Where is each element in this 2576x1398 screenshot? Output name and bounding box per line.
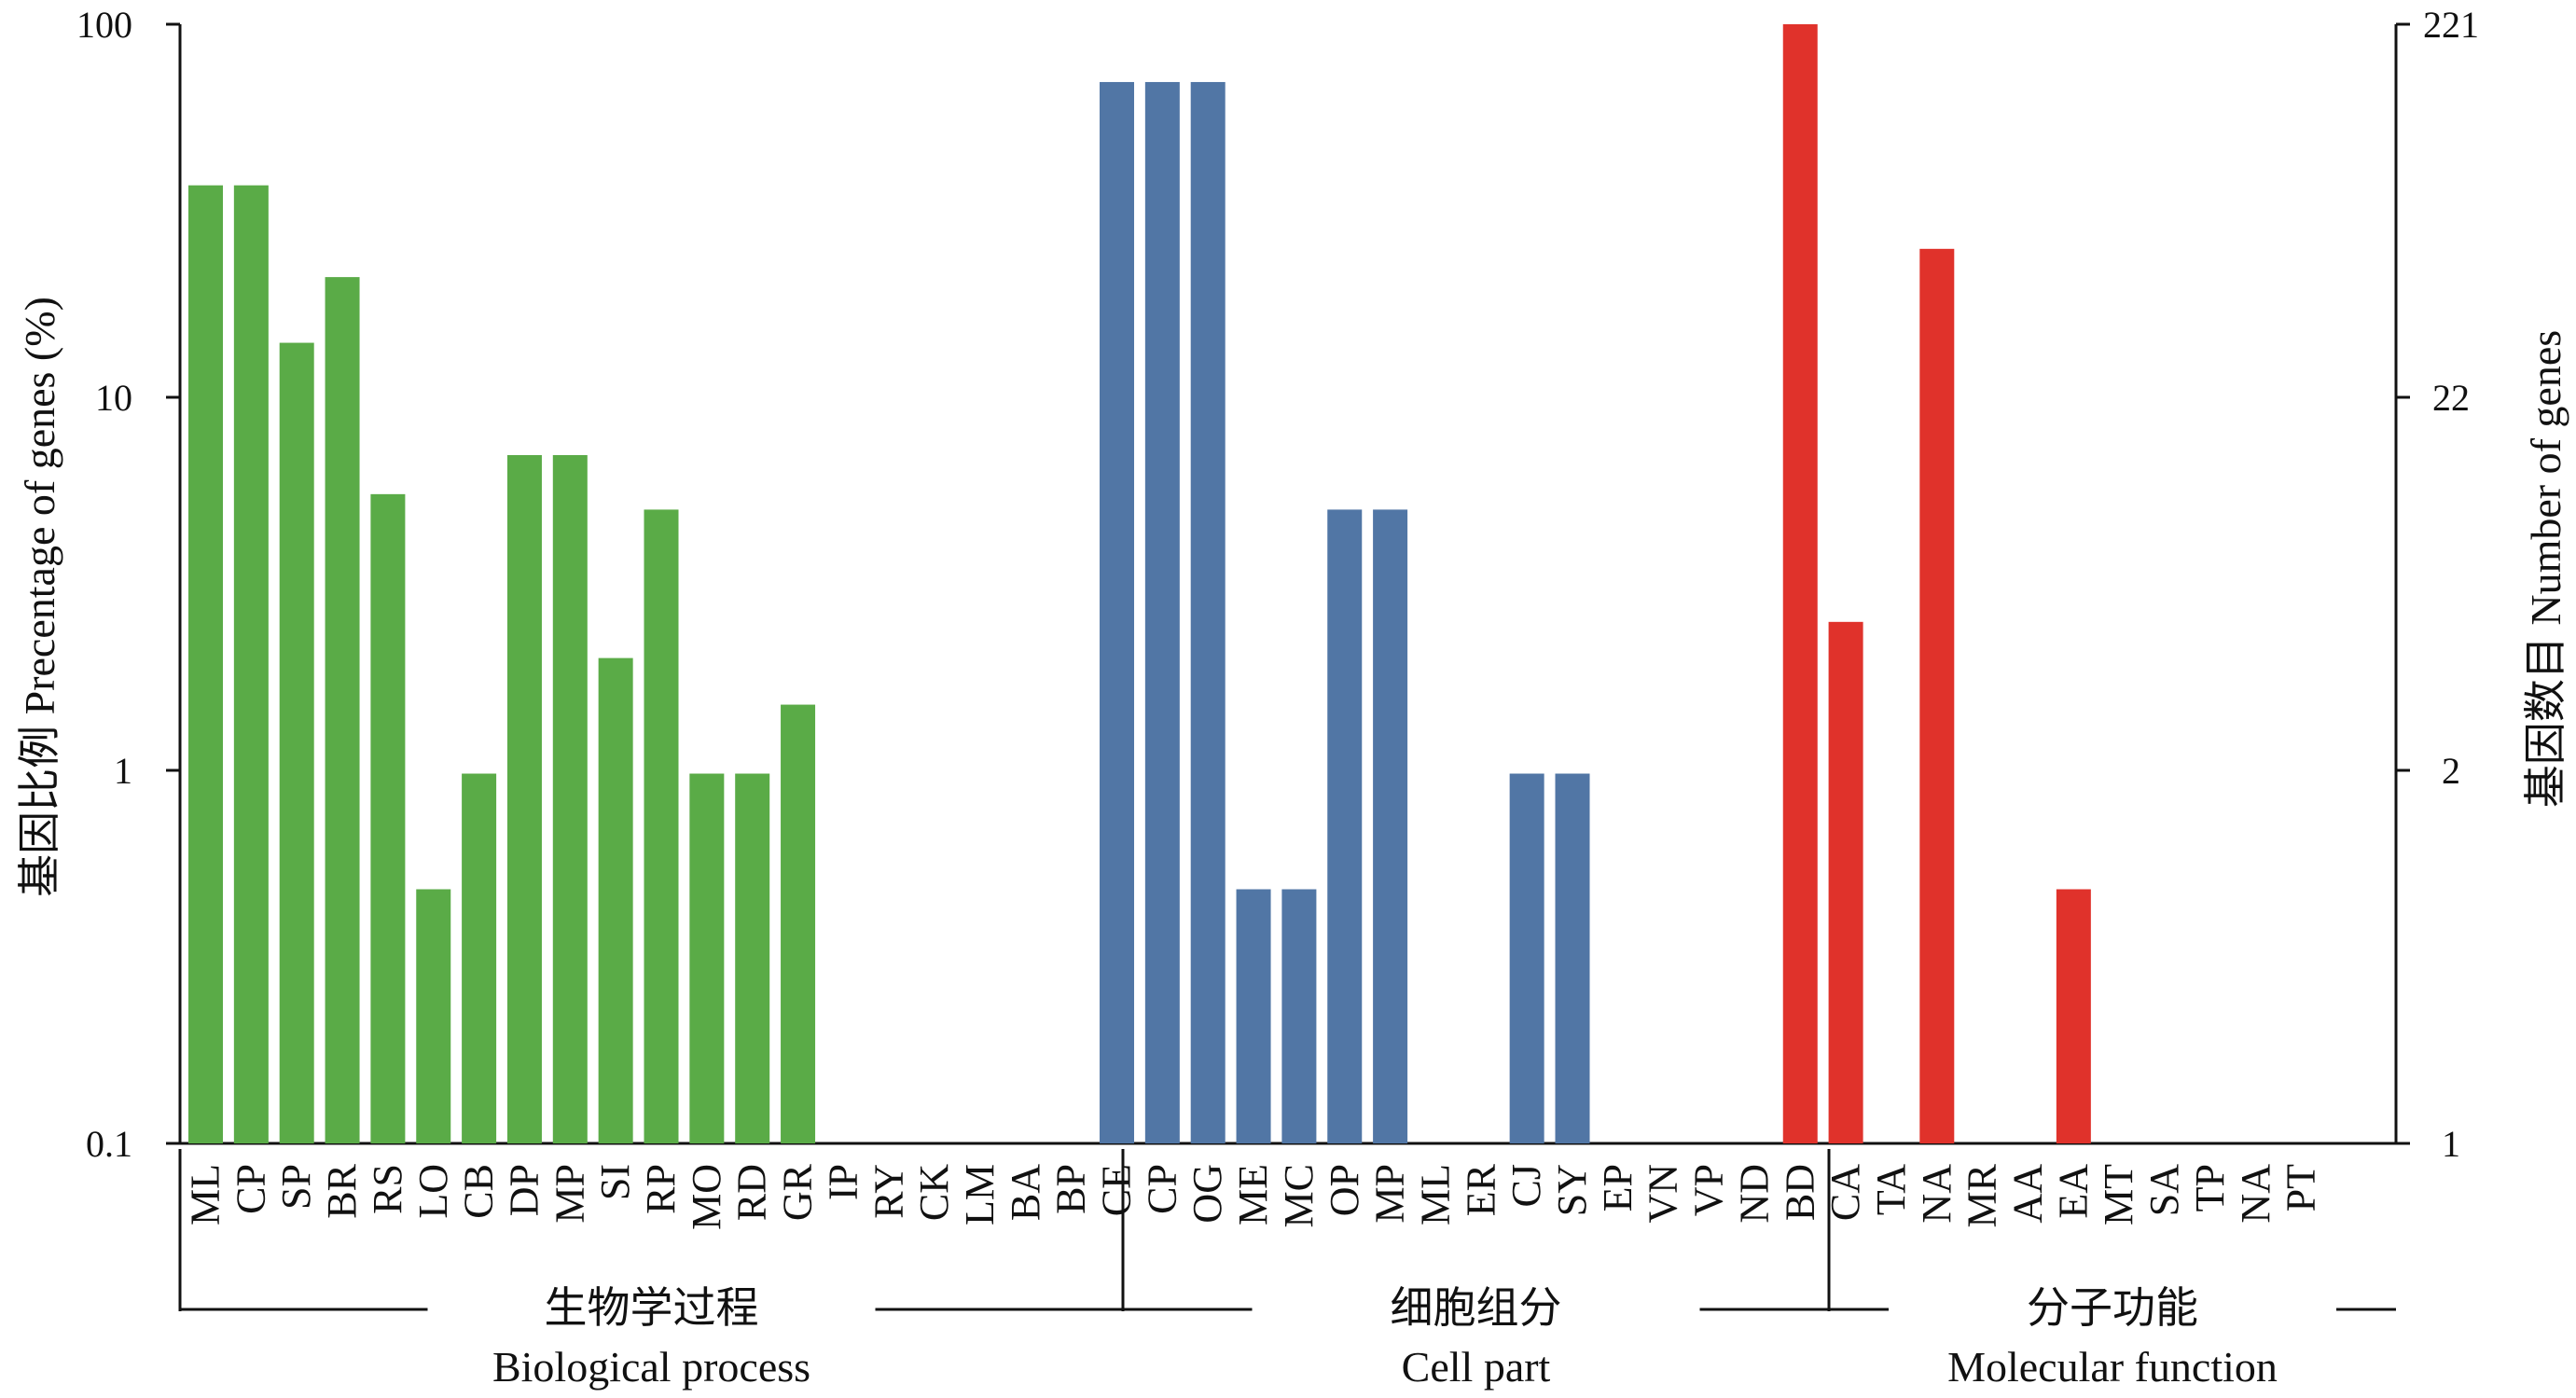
category-label: CJ	[1503, 1164, 1549, 1207]
group-label-cn: 分子功能	[2027, 1284, 2198, 1332]
category-label: MT	[2096, 1164, 2141, 1225]
group-brackets: 生物学过程 Biological process 细胞组分 Cell part 分子功能…	[178, 1149, 2396, 1391]
bar-cb	[462, 773, 497, 1143]
category-label: TA	[1868, 1164, 1914, 1215]
category-label: PT	[2278, 1164, 2324, 1211]
category-label: VN	[1641, 1164, 1686, 1224]
left-y-ticks: 100 10 1 0.1	[76, 4, 180, 1165]
category-label: SP	[273, 1164, 319, 1210]
category-label: LO	[410, 1164, 456, 1219]
bar-sy	[1555, 773, 1590, 1143]
bar-rs	[370, 493, 406, 1143]
category-label: ND	[1731, 1164, 1777, 1224]
category-label: VP	[1686, 1164, 1732, 1216]
bar-mc	[1281, 889, 1317, 1143]
y2-tick-label: 1	[2442, 1123, 2460, 1165]
category-label: MP	[547, 1164, 592, 1224]
category-label: MP	[1367, 1164, 1413, 1224]
category-label: EA	[2050, 1164, 2096, 1219]
bar-sp	[279, 342, 314, 1143]
category-label: CE	[1094, 1164, 1140, 1216]
y-tick-label: 10	[95, 377, 132, 419]
category-label: SA	[2141, 1164, 2187, 1216]
category-label: CB	[456, 1164, 502, 1219]
bar-na	[1919, 248, 1955, 1144]
category-label: GR	[775, 1163, 821, 1221]
group-label-cn: 细胞组分	[1391, 1284, 1562, 1332]
bar-si	[598, 657, 633, 1143]
category-label: TP	[2187, 1164, 2233, 1211]
bar-rd	[735, 773, 770, 1143]
category-label: SY	[1549, 1164, 1595, 1216]
bar-mp	[1373, 509, 1408, 1143]
y2-axis-title: 基因数目 Number of genes	[2522, 330, 2569, 808]
y2-tick-label: 2	[2442, 750, 2460, 792]
y-axis-title: 基因比例 Precentage of genes (%)	[16, 297, 63, 897]
bar-mo	[689, 773, 725, 1143]
category-label: ML	[1412, 1164, 1458, 1225]
category-label: RS	[365, 1164, 410, 1214]
bar-lo	[416, 889, 451, 1143]
group-label-en: Biological process	[492, 1343, 810, 1391]
category-label: CP	[1139, 1164, 1184, 1214]
category-label: EP	[1595, 1164, 1641, 1211]
bar-og	[1190, 81, 1226, 1143]
category-label: ER	[1458, 1163, 1503, 1216]
category-label: AA	[2005, 1164, 2051, 1224]
bar-ml	[188, 185, 223, 1143]
group-label-en: Cell part	[1402, 1343, 1551, 1391]
bar-br	[325, 277, 360, 1143]
category-label: BA	[1003, 1164, 1048, 1221]
category-label: RP	[638, 1164, 684, 1214]
category-label: ME	[1230, 1164, 1276, 1225]
y-tick-label: 1	[114, 750, 132, 792]
category-label: BD	[1777, 1164, 1822, 1221]
bar-cp	[1144, 81, 1180, 1143]
bar-mp	[552, 454, 588, 1143]
category-label: RD	[729, 1164, 775, 1221]
bar-cj	[1509, 773, 1544, 1143]
category-label: CP	[228, 1164, 273, 1214]
y-tick-label: 0.1	[86, 1123, 132, 1165]
bar-cp	[233, 185, 269, 1143]
category-label: RY	[866, 1164, 911, 1219]
category-label: MO	[684, 1164, 729, 1230]
bar-bd	[1782, 24, 1818, 1143]
category-label: IP	[820, 1164, 866, 1200]
y2-tick-label: 22	[2432, 377, 2470, 419]
bar-op	[1327, 509, 1363, 1143]
category-label: SI	[592, 1164, 638, 1200]
y-tick-label: 100	[76, 4, 132, 46]
category-label: DP	[501, 1164, 547, 1216]
category-labels: ML CP SP BR RS LO CB DP MP SI RP MO RD GR IP RY CK LM BA BP…	[183, 1163, 2324, 1230]
category-label: BP	[1048, 1164, 1094, 1214]
bar-ce	[1100, 81, 1134, 1143]
bar-ea	[2056, 889, 2091, 1143]
category-label: NA	[2233, 1164, 2278, 1224]
category-label: OP	[1322, 1164, 1367, 1216]
bar-rp	[644, 509, 679, 1143]
group-label-en: Molecular function	[1947, 1343, 2278, 1391]
bar-ca	[1828, 621, 1863, 1143]
category-label: NA	[1914, 1164, 1960, 1224]
category-label: OG	[1184, 1164, 1230, 1224]
category-label: CK	[911, 1164, 957, 1221]
category-label: MR	[1960, 1163, 2005, 1227]
group-label-cn: 生物学过程	[545, 1284, 759, 1332]
category-label: BR	[319, 1163, 365, 1218]
bar-gr	[781, 704, 816, 1143]
category-label: LM	[957, 1164, 1003, 1225]
y2-tick-label: 221	[2423, 4, 2479, 46]
bar-dp	[506, 454, 542, 1143]
category-label: MC	[1276, 1164, 1322, 1227]
bar-me	[1236, 889, 1271, 1143]
category-label: ML	[183, 1164, 229, 1225]
bar-series	[188, 24, 2091, 1144]
